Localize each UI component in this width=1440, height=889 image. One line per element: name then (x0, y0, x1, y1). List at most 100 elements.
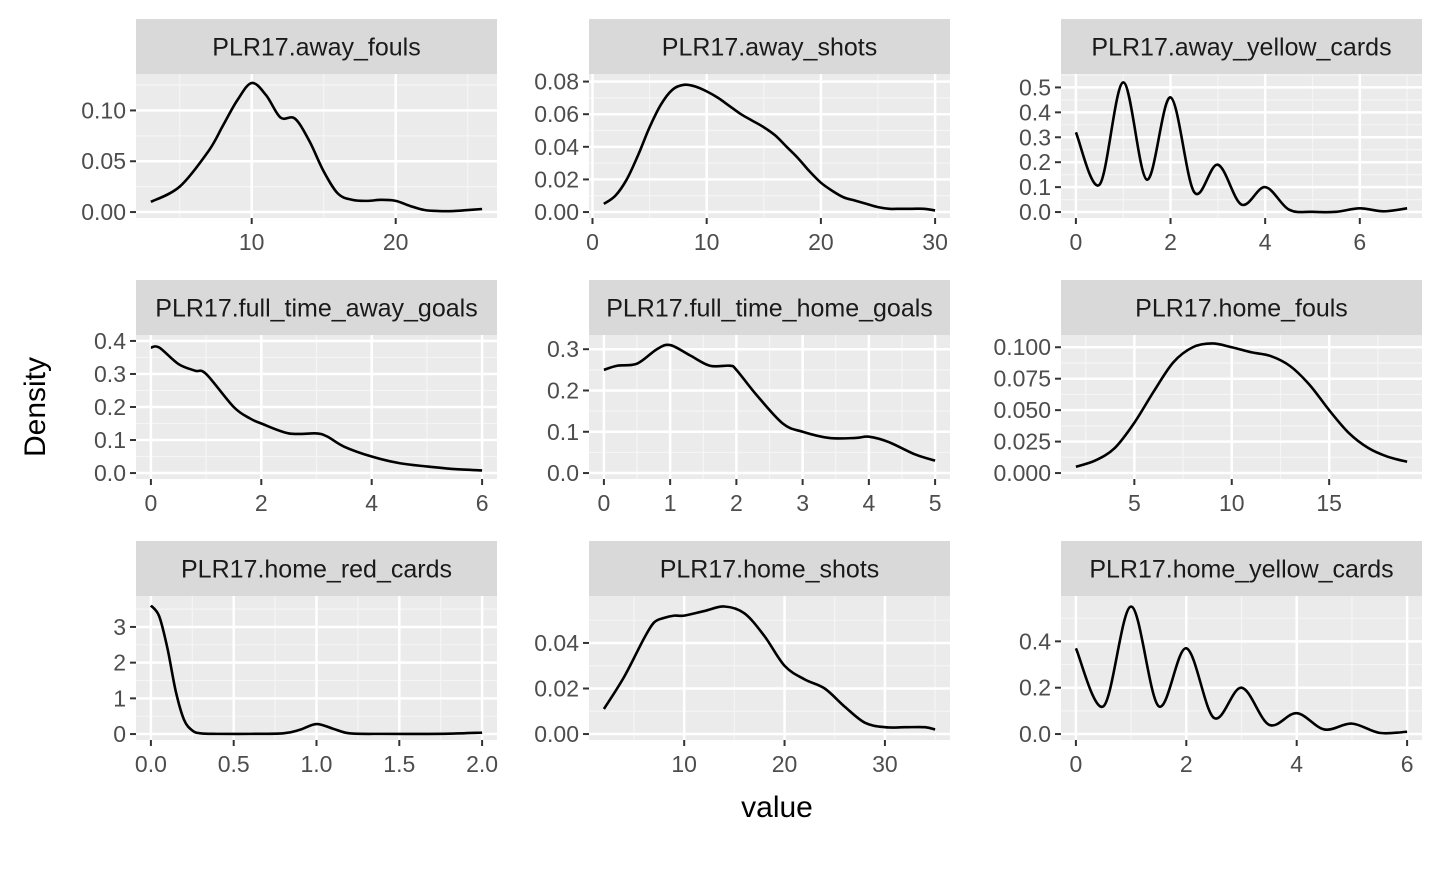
x-tick-label: 2.0 (466, 751, 498, 777)
y-tick-label: 0.06 (534, 101, 579, 127)
density-line (1075, 342, 1408, 469)
facet-strip-label: PLR17.away_yellow_cards (1091, 34, 1391, 62)
density-line (603, 83, 936, 212)
facet-panel: PLR17.home_fouls 5 10 15 0.000 0.025 0.050 0.07… (993, 280, 1422, 516)
facet-strip-label: PLR17.home_fouls (1135, 295, 1348, 323)
x-tick-label: 10 (694, 229, 720, 255)
x-tick-label: 4 (1290, 751, 1303, 777)
x-tick-label: 0 (586, 229, 599, 255)
x-tick-label: 1 (664, 490, 677, 516)
x-tick-label: 15 (1316, 490, 1342, 516)
density-line (150, 81, 483, 213)
x-tick-label: 1.0 (301, 751, 333, 777)
y-tick-label: 0.050 (993, 397, 1051, 423)
x-tick-label: 4 (365, 490, 378, 516)
x-tick-label: 2 (1164, 229, 1177, 255)
facet-strip-label: PLR17.full_time_home_goals (606, 295, 933, 323)
y-tick-label: 0.00 (81, 199, 126, 225)
facet-strip-label: PLR17.home_red_cards (181, 556, 452, 584)
y-tick-label: 0.0 (1019, 199, 1051, 225)
x-tick-label: 2 (730, 490, 743, 516)
x-tick-label: 6 (1353, 229, 1366, 255)
facet-strip-label: PLR17.home_shots (660, 556, 880, 584)
x-tick-label: 0.0 (135, 751, 167, 777)
facet-strip-label: PLR17.full_time_away_goals (155, 295, 477, 323)
facet-panel: PLR17.away_shots 0 10 20 30 0.00 0.02 0.04 0.06 0… (534, 19, 950, 255)
x-tick-label: 0 (145, 490, 158, 516)
y-tick-label: 0.1 (547, 419, 579, 445)
facet-strip (1061, 541, 1422, 596)
y-tick-label: 1 (113, 685, 126, 711)
y-tick-label: 0.3 (547, 336, 579, 362)
x-tick-label: 10 (239, 229, 265, 255)
y-tick-label: 0.0 (547, 460, 579, 486)
facet-strip-label: PLR17.away_fouls (212, 34, 420, 62)
y-tick-label: 0.0 (1019, 721, 1051, 747)
facet-panel: PLR17.full_time_away_goals 0 2 4 6 0.0 0.1 0.2 0… (94, 280, 497, 516)
y-tick-label: 0.2 (1019, 675, 1051, 701)
y-tick-label: 0 (113, 721, 126, 747)
x-tick-label: 0.5 (218, 751, 250, 777)
facet-strip-label: PLR17.home_yellow_cards (1089, 556, 1393, 584)
x-tick-label: 0 (598, 490, 611, 516)
y-tick-label: 0.2 (94, 394, 126, 420)
x-tick-label: 5 (1128, 490, 1141, 516)
facet-strip (1061, 280, 1422, 335)
y-tick-label: 0.1 (1019, 174, 1051, 200)
density-line (603, 343, 936, 462)
facet-strip (589, 280, 950, 335)
facet-panel: PLR17.home_red_cards 0.0 0.5 1.0 1.5 2.0 0 1 2 3 (113, 541, 498, 777)
y-tick-label: 0.10 (81, 97, 126, 123)
x-axis-title: value (741, 791, 813, 824)
y-tick-label: 0.00 (534, 199, 579, 225)
x-tick-label: 0 (1070, 751, 1083, 777)
density-line (1074, 81, 1408, 214)
x-tick-label: 4 (1259, 229, 1272, 255)
x-tick-label: 3 (796, 490, 809, 516)
y-tick-label: 0.075 (993, 366, 1051, 392)
x-tick-label: 20 (383, 229, 409, 255)
panel-background (1061, 74, 1422, 218)
panel-background (136, 74, 497, 218)
y-tick-label: 0.04 (534, 630, 579, 656)
y-tick-label: 0.3 (94, 361, 126, 387)
y-axis-title: Density (19, 357, 52, 457)
y-tick-label: 3 (113, 614, 126, 640)
density-line (602, 605, 936, 731)
y-tick-label: 0.05 (81, 148, 126, 174)
y-tick-label: 0.2 (1019, 149, 1051, 175)
x-tick-label: 20 (808, 229, 834, 255)
y-tick-label: 0.04 (534, 134, 579, 160)
facet-strip (136, 280, 497, 335)
panel-background (1061, 335, 1422, 479)
x-tick-label: 30 (872, 751, 898, 777)
y-tick-label: 0.2 (547, 377, 579, 403)
y-tick-label: 0.000 (993, 460, 1051, 486)
y-tick-label: 0.025 (993, 429, 1051, 455)
y-tick-label: 0.02 (534, 166, 579, 192)
x-tick-label: 20 (772, 751, 798, 777)
facet-strip (589, 19, 950, 74)
y-tick-label: 0.4 (1019, 99, 1051, 125)
y-tick-label: 0.4 (94, 328, 126, 354)
x-tick-label: 6 (1401, 751, 1414, 777)
y-tick-label: 0.08 (534, 69, 579, 95)
x-tick-label: 6 (476, 490, 489, 516)
density-line (149, 604, 483, 736)
x-tick-label: 10 (671, 751, 697, 777)
y-tick-label: 0.5 (1019, 74, 1051, 100)
y-tick-label: 0.1 (94, 427, 126, 453)
y-tick-label: 0.100 (993, 334, 1051, 360)
y-tick-label: 2 (113, 650, 126, 676)
x-tick-label: 5 (929, 490, 942, 516)
facet-panel: PLR17.full_time_home_goals 0 1 2 3 4 5 0.0 0.1 0.… (547, 280, 950, 516)
facet-panel: PLR17.home_shots 10 20 30 0.00 0.02 0.04 (534, 541, 950, 777)
facet-panel: PLR17.home_yellow_cards 0 2 4 6 0.0 0.2 0.4 (1019, 541, 1422, 777)
x-tick-label: 2 (255, 490, 268, 516)
density-line (150, 345, 483, 472)
x-tick-label: 10 (1219, 490, 1245, 516)
facet-strip (589, 541, 950, 596)
